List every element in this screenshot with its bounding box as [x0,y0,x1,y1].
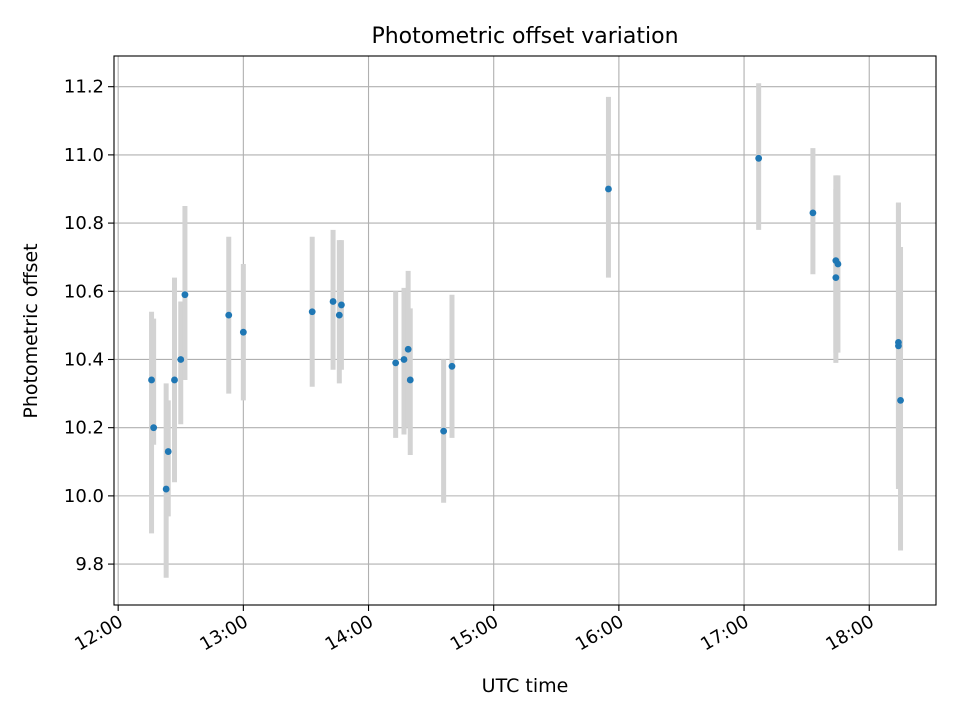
plot-background [114,56,936,605]
x-axis-label: UTC time [482,675,569,697]
data-point [895,339,902,346]
chart-title: Photometric offset variation [371,24,678,49]
data-points [148,154,904,493]
data-point [440,427,448,435]
data-point [239,328,247,336]
data-point [329,298,337,305]
data-point [148,376,155,384]
data-point [162,485,170,493]
y-tick-label: 10.8 [64,213,104,234]
data-point [755,154,763,162]
data-point [171,376,178,384]
data-point [177,356,185,363]
data-point [181,291,189,299]
y-axis-ticks: 9.8 10.0 10.2 10.4 10.6 10.8 11.0 11.2 [64,77,114,575]
y-tick-label: 10.2 [64,418,104,439]
data-point [834,260,842,268]
data-point [832,274,840,282]
y-tick-label: 11.0 [64,145,104,166]
data-point [225,311,233,319]
grid [114,56,936,605]
y-tick-label: 9.8 [75,554,104,575]
data-point [897,397,904,404]
y-tick-label: 10.6 [64,281,104,302]
data-point [150,424,158,432]
data-point [406,376,414,384]
data-point [605,185,612,193]
plot-frame [113,55,937,606]
data-point [335,311,343,319]
y-tick-label: 10.4 [64,349,104,370]
data-point [308,308,316,316]
data-point [809,209,817,217]
data-point [164,448,172,455]
data-point [392,359,400,367]
data-point [400,356,408,363]
y-axis-label: Photometric offset [20,243,42,418]
y-tick-label: 11.2 [64,77,104,98]
data-point [448,362,456,370]
data-point [338,301,345,309]
data-point [404,345,412,353]
y-tick-label: 10.0 [64,486,104,507]
